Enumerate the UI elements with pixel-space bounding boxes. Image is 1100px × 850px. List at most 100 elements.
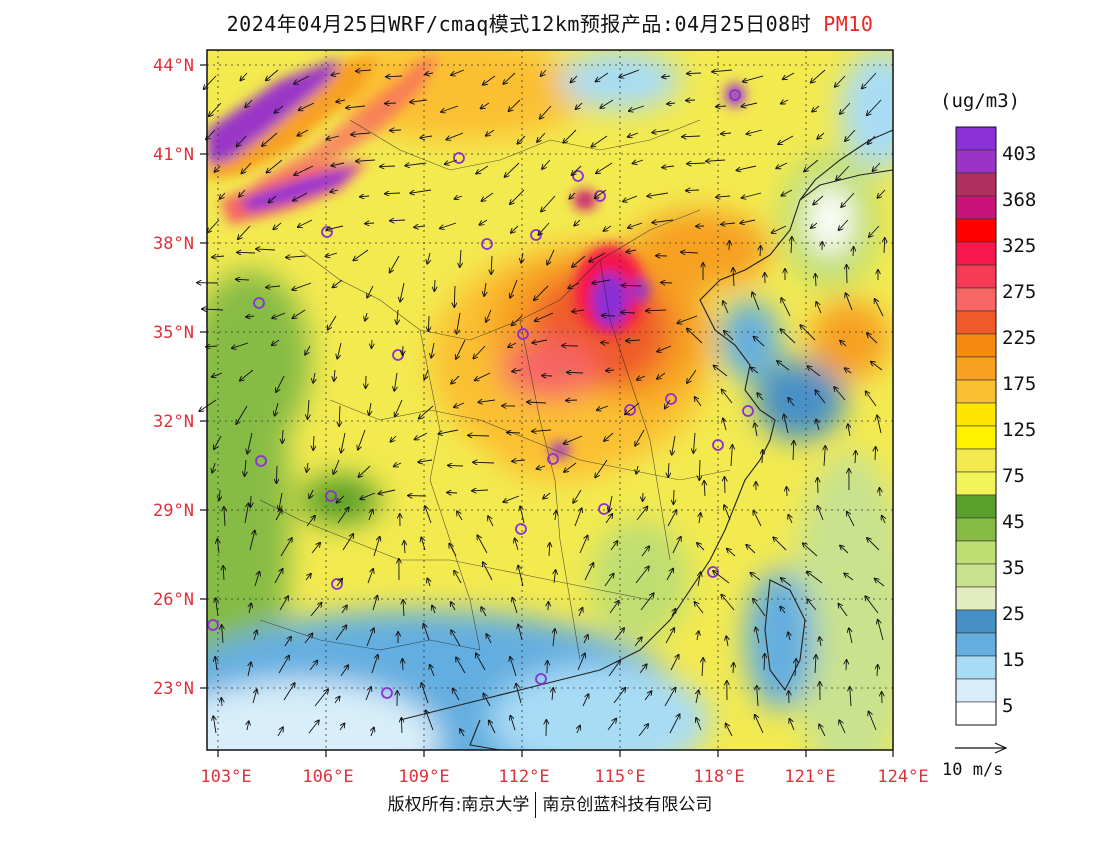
wind-arrow [817,132,825,139]
wind-arrow [453,689,460,701]
wind-arrow [451,630,461,647]
city-marker [381,687,393,699]
wind-arrow [280,538,292,557]
wind-arrow [636,507,647,521]
wind-arrow [865,596,879,614]
wind-arrow [619,69,640,77]
concentration-field [207,50,893,750]
wind-arrow [451,375,460,384]
wind-arrow [472,490,489,491]
legend-frame [955,126,997,726]
wind-arrow [441,105,459,112]
lat-label: 38°N [153,234,194,254]
wind-arrow [541,69,547,76]
wind-arrow [869,712,877,731]
legend-colorbar [955,126,997,726]
wind-arrow [334,697,340,704]
wind-arrow [342,534,353,551]
wind-arrow [237,252,256,253]
legend-swatch [955,632,997,657]
wind-arrow [454,571,462,584]
wind-arrow [878,620,884,641]
wind-arrow [609,495,613,512]
wind-arrow [534,285,549,300]
wind-arrow [819,637,821,647]
wind-arrow [477,535,488,554]
legend-swatch [955,356,997,381]
wind-arrow [574,219,581,226]
wind-arrow [336,579,342,587]
lat-label: 35°N [153,323,194,343]
legend-label: 275 [1002,281,1036,303]
wind-arrow [574,508,582,527]
wind-arrow [682,136,701,137]
wind-arrow [512,315,523,325]
wind-arrow [292,282,312,290]
wind-arrow [405,163,427,166]
lat-label: 32°N [153,412,194,432]
lon-label: 106°E [302,767,353,787]
wind-arrow [421,683,429,704]
wind-arrow [212,462,215,473]
wind-arrow [780,607,786,614]
wind-arrow [372,596,377,611]
wind-arrow [305,574,311,581]
wind-arrow [754,337,765,347]
city-marker [742,405,754,417]
wind-arrow [476,653,486,671]
wind-arrow [340,665,348,677]
wind-arrow [787,487,788,497]
pollutant-label: PM10 [823,12,874,36]
wind-arrow [311,543,320,554]
wind-arrow [647,192,669,196]
wind-arrow [835,75,846,87]
wind-arrow [547,249,555,265]
lon-label: 103°E [200,767,251,787]
wind-arrow [777,361,790,371]
wind-arrow [726,724,733,737]
wind-arrow [254,572,259,587]
wind-arrow [818,478,819,494]
wind-arrow [836,165,850,180]
wind-arrow [483,694,491,707]
wind-arrow [510,716,516,731]
wind-arrow [237,135,247,146]
wind-arrow [507,432,521,433]
legend-swatch [955,609,997,634]
wind-arrow [740,219,756,223]
city-marker [253,297,265,309]
wind-arrow [564,462,577,472]
wind-arrow [365,223,375,224]
wind-arrow [781,329,796,344]
wind-arrow [337,342,342,359]
wind-arrow [746,545,756,554]
legend-swatch [955,678,997,703]
wind-arrow [752,292,760,311]
wind-arrow [385,103,397,104]
wind-arrow [468,435,490,436]
wind-arrow [282,429,283,443]
wind-arrow [646,310,667,311]
wind-arrow [313,372,315,383]
wind-arrow [699,513,701,524]
wind-arrow [240,369,254,381]
wind-arrow [635,567,649,584]
wind-arrow [402,659,403,671]
wind-arrow [579,536,588,554]
wind-arrow [636,465,638,474]
wind-arrow [727,549,736,557]
legend-swatch [955,655,997,680]
wind-arrow [415,432,428,440]
wind-arrow [455,196,463,199]
wind-arrow [305,345,311,355]
city-marker [255,455,267,467]
wind-arrow [491,255,492,274]
wind-arrow [367,285,374,298]
wind-arrow [839,219,849,230]
wind-arrow [807,572,823,584]
wind-arrow [698,572,701,587]
wind-arrow [248,662,251,677]
map-frame [206,49,894,751]
wind-arrow [353,249,369,260]
wind-arrow [695,602,704,614]
